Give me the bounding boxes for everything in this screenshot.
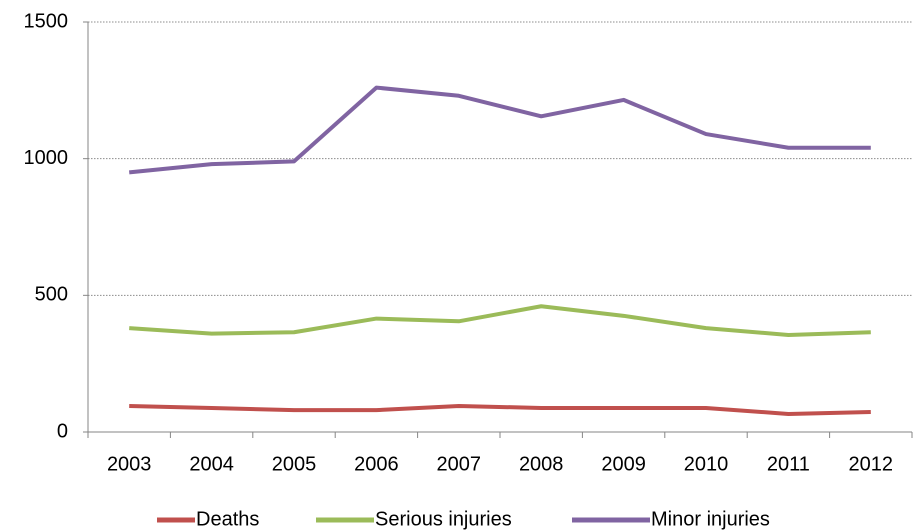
x-tick-label: 2006 (354, 453, 399, 475)
x-tick-label: 2011 (767, 453, 810, 475)
x-tick-label: 2009 (601, 453, 646, 475)
x-tick-label: 2012 (849, 453, 894, 475)
x-tick-label: 2004 (189, 453, 234, 475)
x-tick-label: 2008 (519, 453, 564, 475)
series-line (129, 304, 871, 337)
legend-label: Minor injuries (651, 508, 770, 530)
y-tick-label: 0 (57, 420, 68, 442)
x-tick-label: 2005 (272, 453, 317, 475)
series-line (129, 85, 871, 175)
y-tick-label: 1000 (24, 147, 69, 169)
x-tick-label: 2003 (107, 453, 152, 475)
legend-label: Deaths (196, 508, 259, 530)
legend-label: Serious injuries (375, 508, 512, 530)
y-tick-label: 1500 (24, 10, 69, 32)
series-line (129, 404, 871, 416)
x-tick-label: 2007 (437, 453, 482, 475)
x-tick-label: 2010 (684, 453, 729, 475)
y-tick-label: 500 (35, 284, 68, 306)
